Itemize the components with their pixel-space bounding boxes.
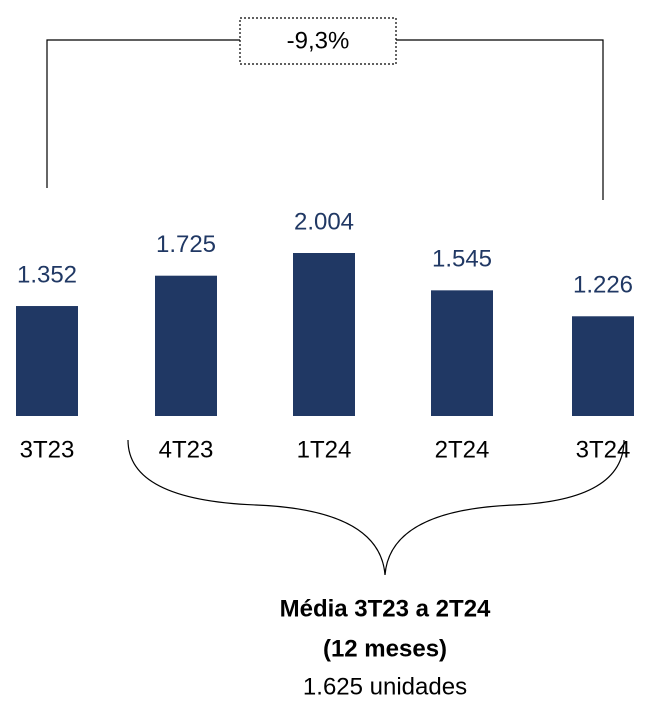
bar xyxy=(431,290,493,416)
x-tick-label: 2T24 xyxy=(435,436,490,463)
average-period: (12 meses) xyxy=(323,635,447,662)
bar xyxy=(155,275,217,416)
bar xyxy=(293,253,355,416)
change-box xyxy=(239,17,397,65)
value-label: 1.352 xyxy=(17,261,77,288)
x-tick-label: 4T23 xyxy=(159,436,214,463)
value-label: 1.545 xyxy=(432,246,492,273)
x-tick-label: 1T24 xyxy=(297,436,352,463)
comparison-bracket xyxy=(46,39,604,200)
change-label: -9,3% xyxy=(287,27,350,54)
bar xyxy=(572,316,634,416)
average-title: Média 3T23 a 2T24 xyxy=(280,595,491,622)
x-tick-label: 3T23 xyxy=(20,436,75,463)
value-label: 1.226 xyxy=(573,272,633,299)
value-label: 2.004 xyxy=(294,208,354,235)
bar xyxy=(16,306,78,416)
average-value: 1.625 unidades xyxy=(303,673,467,700)
average-brace xyxy=(127,439,625,576)
x-tick-label: 3T24 xyxy=(576,436,631,463)
value-label: 1.725 xyxy=(156,231,216,258)
